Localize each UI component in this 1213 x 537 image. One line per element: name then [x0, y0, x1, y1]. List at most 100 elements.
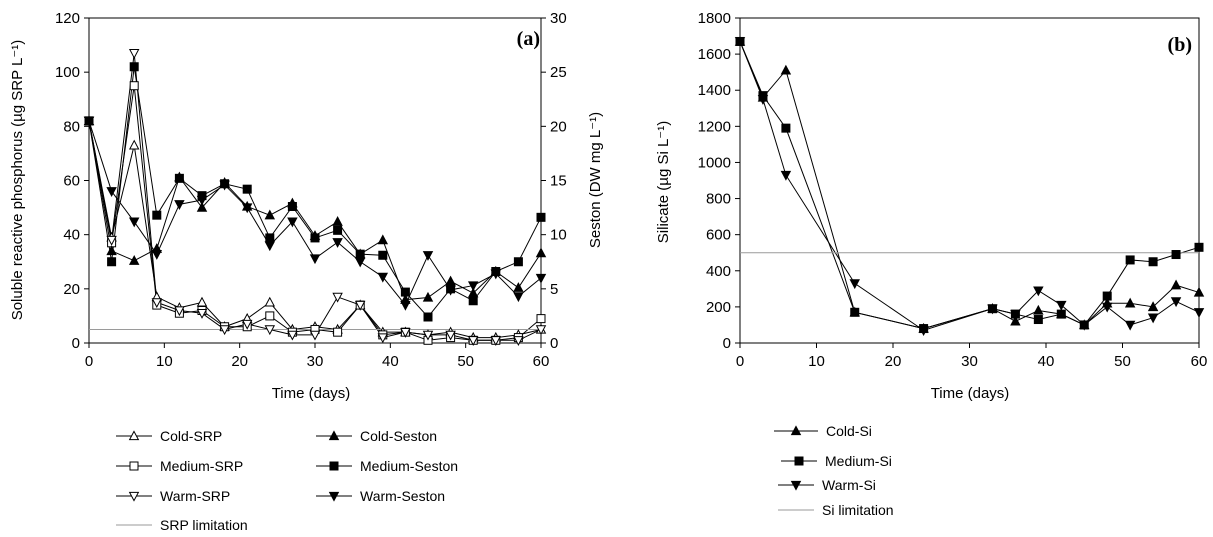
chart-b-y-tick-label: 1800: [698, 10, 731, 27]
point-warm-srp: [490, 336, 502, 346]
chart-a-x-tick-label: 40: [382, 353, 399, 370]
chart-b-y-tick-label: 600: [706, 227, 731, 244]
chart-b-y-tick-label: 0: [723, 335, 731, 352]
point-warm-srp: [445, 330, 456, 341]
point-medium-si: [1056, 309, 1066, 319]
chart-a-x-tick-label: 60: [533, 353, 550, 370]
point-cold-si: [1170, 279, 1182, 290]
chart-a-right-y-tick-label: 10: [550, 227, 567, 244]
point-warm-srp: [513, 336, 524, 346]
legend-label-cold-seston: Cold-Seston: [360, 428, 437, 444]
chart-a-left-y-axis-label: Soluble reactive phosphorus (µg SRP L⁻¹): [9, 40, 26, 321]
point-medium-seston: [265, 233, 275, 243]
chart-b-y-tick-label: 1000: [698, 154, 731, 171]
point-warm-si: [1124, 320, 1136, 331]
point-cold-si: [1033, 304, 1044, 315]
chart-a-y-tick-label: 40: [63, 227, 80, 244]
chart-b-x-tick-label: 30: [961, 353, 978, 370]
point-warm-si: [1147, 313, 1159, 324]
point-medium-seston: [152, 210, 162, 220]
point-warm-srp: [196, 309, 208, 319]
point-cold-seston: [445, 275, 456, 286]
point-medium-seston: [310, 233, 320, 243]
legend-marker-medium-srp: [129, 461, 139, 471]
point-warm-seston: [422, 251, 434, 261]
chart-b-y-tick-label: 400: [706, 263, 731, 280]
chart-a-legend: Cold-SRP Cold-Seston Medium-SRP Medium-Sest…: [116, 428, 458, 533]
legend-label-medium-si: Medium-Si: [825, 453, 892, 469]
series-line-medium-seston: [88, 66, 542, 318]
point-medium-seston: [378, 250, 388, 260]
chart-a-right-y-tick-label: 15: [550, 173, 567, 190]
point-warm-seston: [196, 195, 208, 206]
legend-label-warm-srp: Warm-SRP: [160, 488, 230, 504]
point-warm-si: [1010, 309, 1021, 320]
point-medium-si: [850, 307, 860, 317]
point-warm-seston: [535, 273, 547, 284]
chart-b: 0 10 20 30 40 50 60020040060080010001200140016…: [655, 10, 1207, 518]
point-cold-si: [1147, 301, 1159, 312]
legend-marker-medium-si: [794, 456, 804, 466]
point-medium-seston: [355, 249, 365, 259]
chart-a-x-tick-label: 10: [156, 353, 173, 370]
point-warm-seston: [174, 200, 185, 210]
series-line-cold-seston: [88, 120, 542, 301]
point-warm-srp: [151, 298, 163, 309]
point-cold-seston: [535, 247, 547, 258]
legend-label-cold-srp: Cold-SRP: [160, 428, 222, 444]
chart-b-panel-label: (b): [1168, 34, 1192, 56]
legend-label-warm-si: Warm-Si: [822, 477, 876, 493]
chart-a-panel-label: (a): [517, 28, 540, 50]
point-warm-seston: [219, 180, 230, 191]
point-medium-seston: [242, 184, 252, 194]
chart-a-y-tick-label: 80: [63, 118, 80, 135]
point-warm-srp: [128, 49, 140, 59]
point-cold-seston: [106, 245, 117, 256]
point-warm-seston: [151, 249, 163, 260]
chart-b-markers: [734, 35, 1205, 337]
point-warm-srp: [174, 306, 185, 317]
point-warm-seston: [513, 292, 524, 303]
point-cold-srp: [128, 139, 140, 150]
point-medium-si: [1171, 250, 1181, 260]
point-warm-seston: [332, 238, 343, 248]
point-warm-si: [1193, 308, 1205, 318]
point-medium-srp: [333, 327, 343, 337]
point-medium-si: [1148, 257, 1158, 267]
point-warm-si: [987, 304, 998, 315]
legend-marker-warm-srp: [128, 491, 140, 502]
chart-b-x-tick-label: 0: [736, 353, 744, 370]
point-medium-seston: [513, 257, 523, 267]
chart-b-legend: Cold-Si Medium-Si Warm-Si Si limitation: [774, 423, 894, 518]
point-warm-si: [918, 326, 929, 337]
point-medium-seston: [536, 212, 546, 222]
chart-b-frame: [735, 17, 1200, 348]
point-warm-srp: [354, 300, 366, 311]
point-medium-si: [1033, 315, 1043, 325]
point-warm-srp: [400, 327, 411, 338]
point-cold-seston: [264, 209, 276, 220]
chart-b-x-tick-label: 40: [1038, 353, 1055, 370]
point-warm-si: [757, 95, 769, 105]
point-medium-si: [781, 123, 791, 133]
point-warm-srp: [422, 330, 434, 341]
chart-b-y-tick-label: 800: [706, 191, 731, 208]
point-warm-seston: [264, 241, 276, 252]
point-cold-si: [1010, 315, 1021, 326]
chart-a-x-tick-label: 0: [85, 353, 93, 370]
chart-b-x-tick-label: 10: [808, 353, 825, 370]
point-warm-seston: [490, 269, 502, 280]
point-warm-srp: [309, 330, 321, 341]
point-cold-seston: [196, 201, 208, 212]
chart-b-y-tick-label: 1600: [698, 46, 731, 63]
point-medium-si: [1102, 291, 1112, 301]
chart-a-right-y-tick-label: 25: [550, 64, 567, 81]
chart-a-right-y-tick-label: 5: [550, 281, 558, 298]
point-cold-si: [1124, 297, 1136, 308]
legend-marker-cold-si: [790, 425, 802, 436]
point-warm-srp: [241, 319, 253, 330]
point-warm-seston: [241, 203, 253, 214]
chart-a-right-y-tick-label: 0: [550, 335, 558, 352]
chart-b-tick-labels: 0 10 20 30 40 50 60020040060080010001200140016…: [698, 10, 1208, 370]
chart-a-x-tick-label: 30: [307, 353, 324, 370]
